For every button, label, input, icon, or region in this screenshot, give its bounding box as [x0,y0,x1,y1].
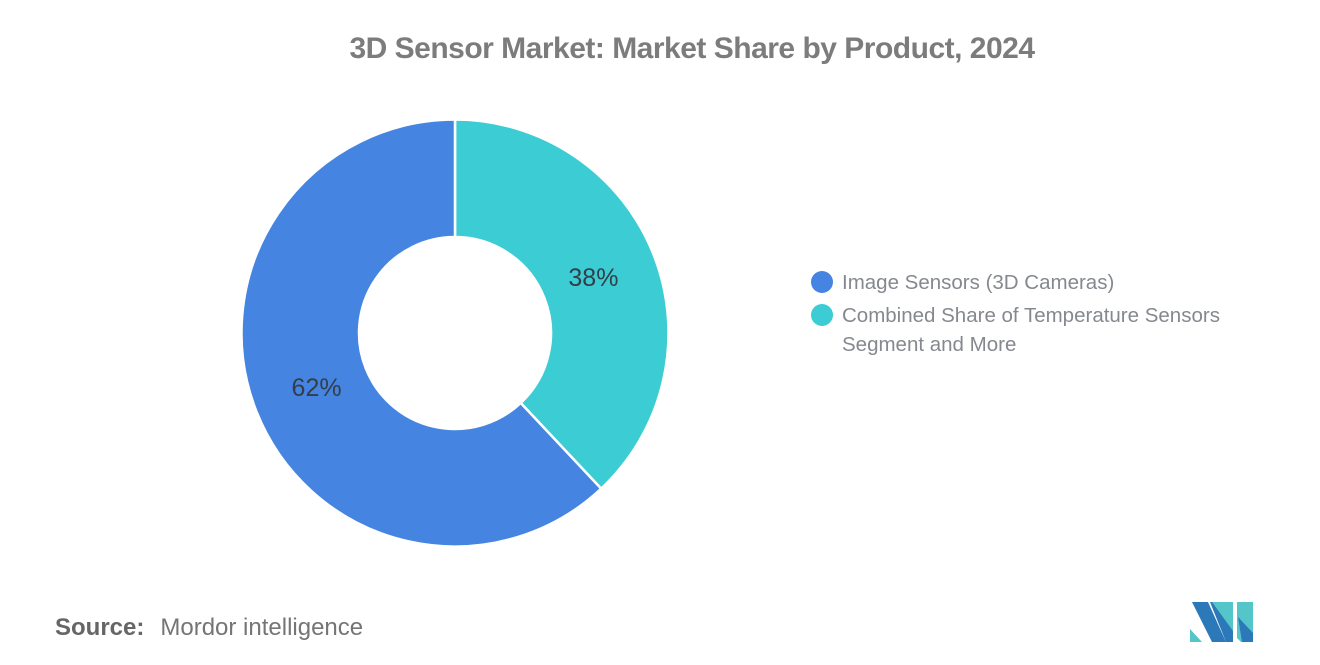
logo-shape [1192,602,1226,642]
slice-data-label: 38% [568,264,618,292]
mordor-intelligence-logo [1190,602,1253,642]
logo-shape [1212,602,1233,631]
source-line: Source: Mordor intelligence [55,614,363,642]
legend-marker-teal-icon [811,304,833,326]
donut-segment [240,118,603,548]
source-text: Mordor intelligence [160,614,364,641]
chart-title: 3D Sensor Market: Market Share by Produc… [349,32,1035,65]
donut-segment [453,118,670,491]
legend-marker-blue-icon [811,271,833,293]
slice-data-label: 62% [292,374,342,402]
logo-shape [1190,629,1202,642]
logo-shape [1210,602,1233,642]
logo-shape [1238,617,1253,642]
legend-item-image-sensors: Image Sensors (3D Cameras) [811,268,1261,297]
legend-label: Combined Share of Temperature Sensors Se… [842,304,1220,356]
legend: Image Sensors (3D Cameras) Combined Shar… [811,268,1261,363]
legend-item-temperature-sensors: Combined Share of Temperature Sensors Se… [811,301,1261,359]
source-prefix: Source: [55,614,145,641]
legend-label: Image Sensors (3D Cameras) [842,271,1115,294]
donut-chart: 38% 62% [240,118,670,548]
